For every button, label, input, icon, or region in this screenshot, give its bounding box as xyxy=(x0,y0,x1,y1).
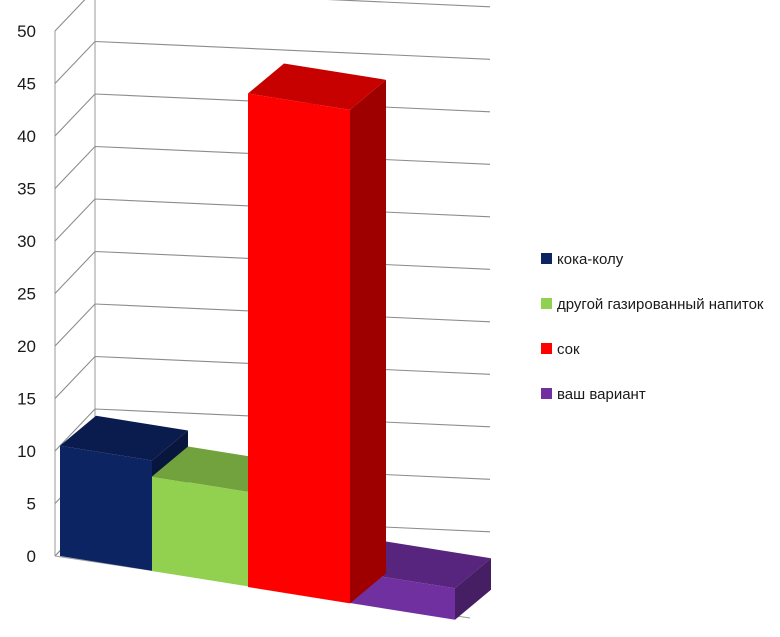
bar-side-face xyxy=(350,79,386,604)
bars xyxy=(60,63,491,620)
bar-side-face xyxy=(455,558,491,620)
bar-top-face xyxy=(60,415,188,461)
y-tick-label: 15 xyxy=(17,390,36,409)
legend-swatch xyxy=(541,298,552,309)
legend-label: ваш вариант xyxy=(557,386,646,403)
legend-swatch xyxy=(541,388,552,399)
y-tick-label: 40 xyxy=(17,127,36,146)
y-tick-label: 0 xyxy=(27,547,36,566)
legend-label: кока-колу xyxy=(557,251,624,268)
legend-swatch xyxy=(541,253,552,264)
y-tick-label: 20 xyxy=(17,337,36,356)
bar-3 xyxy=(248,63,386,604)
legend-label: сок xyxy=(557,341,580,358)
y-tick-label: 45 xyxy=(17,75,36,94)
gridline xyxy=(54,40,491,84)
legend-item: кока-колу xyxy=(541,251,624,268)
y-tick-label: 25 xyxy=(17,285,36,304)
y-axis-ticks: 0 5 10 15 20 25 30 35 40 45 50 xyxy=(17,22,36,566)
bar-front-face xyxy=(350,571,455,620)
legend-item: другой газированный напиток xyxy=(541,296,764,313)
bar-front-face xyxy=(152,476,248,587)
bar-front-face xyxy=(248,93,350,604)
legend-label: другой газированный напиток xyxy=(557,296,764,313)
y-tick-label: 10 xyxy=(17,442,36,461)
y-tick-label: 30 xyxy=(17,232,36,251)
y-tick-label: 35 xyxy=(17,180,36,199)
legend-swatch xyxy=(541,343,552,354)
legend-item: сок xyxy=(541,341,580,358)
legend: кока-колу другой газированный напиток сок в… xyxy=(541,251,764,403)
y-tick-label: 50 xyxy=(17,22,36,41)
bar-front-face xyxy=(60,445,152,571)
legend-item: ваш вариант xyxy=(541,386,646,403)
y-tick-label: 5 xyxy=(27,495,36,514)
gridline xyxy=(54,0,491,32)
bar-top-face xyxy=(248,63,386,110)
